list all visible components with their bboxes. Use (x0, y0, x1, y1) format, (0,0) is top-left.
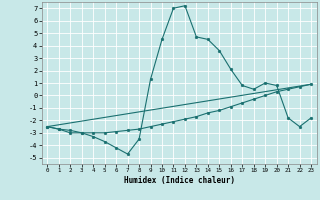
X-axis label: Humidex (Indice chaleur): Humidex (Indice chaleur) (124, 176, 235, 185)
